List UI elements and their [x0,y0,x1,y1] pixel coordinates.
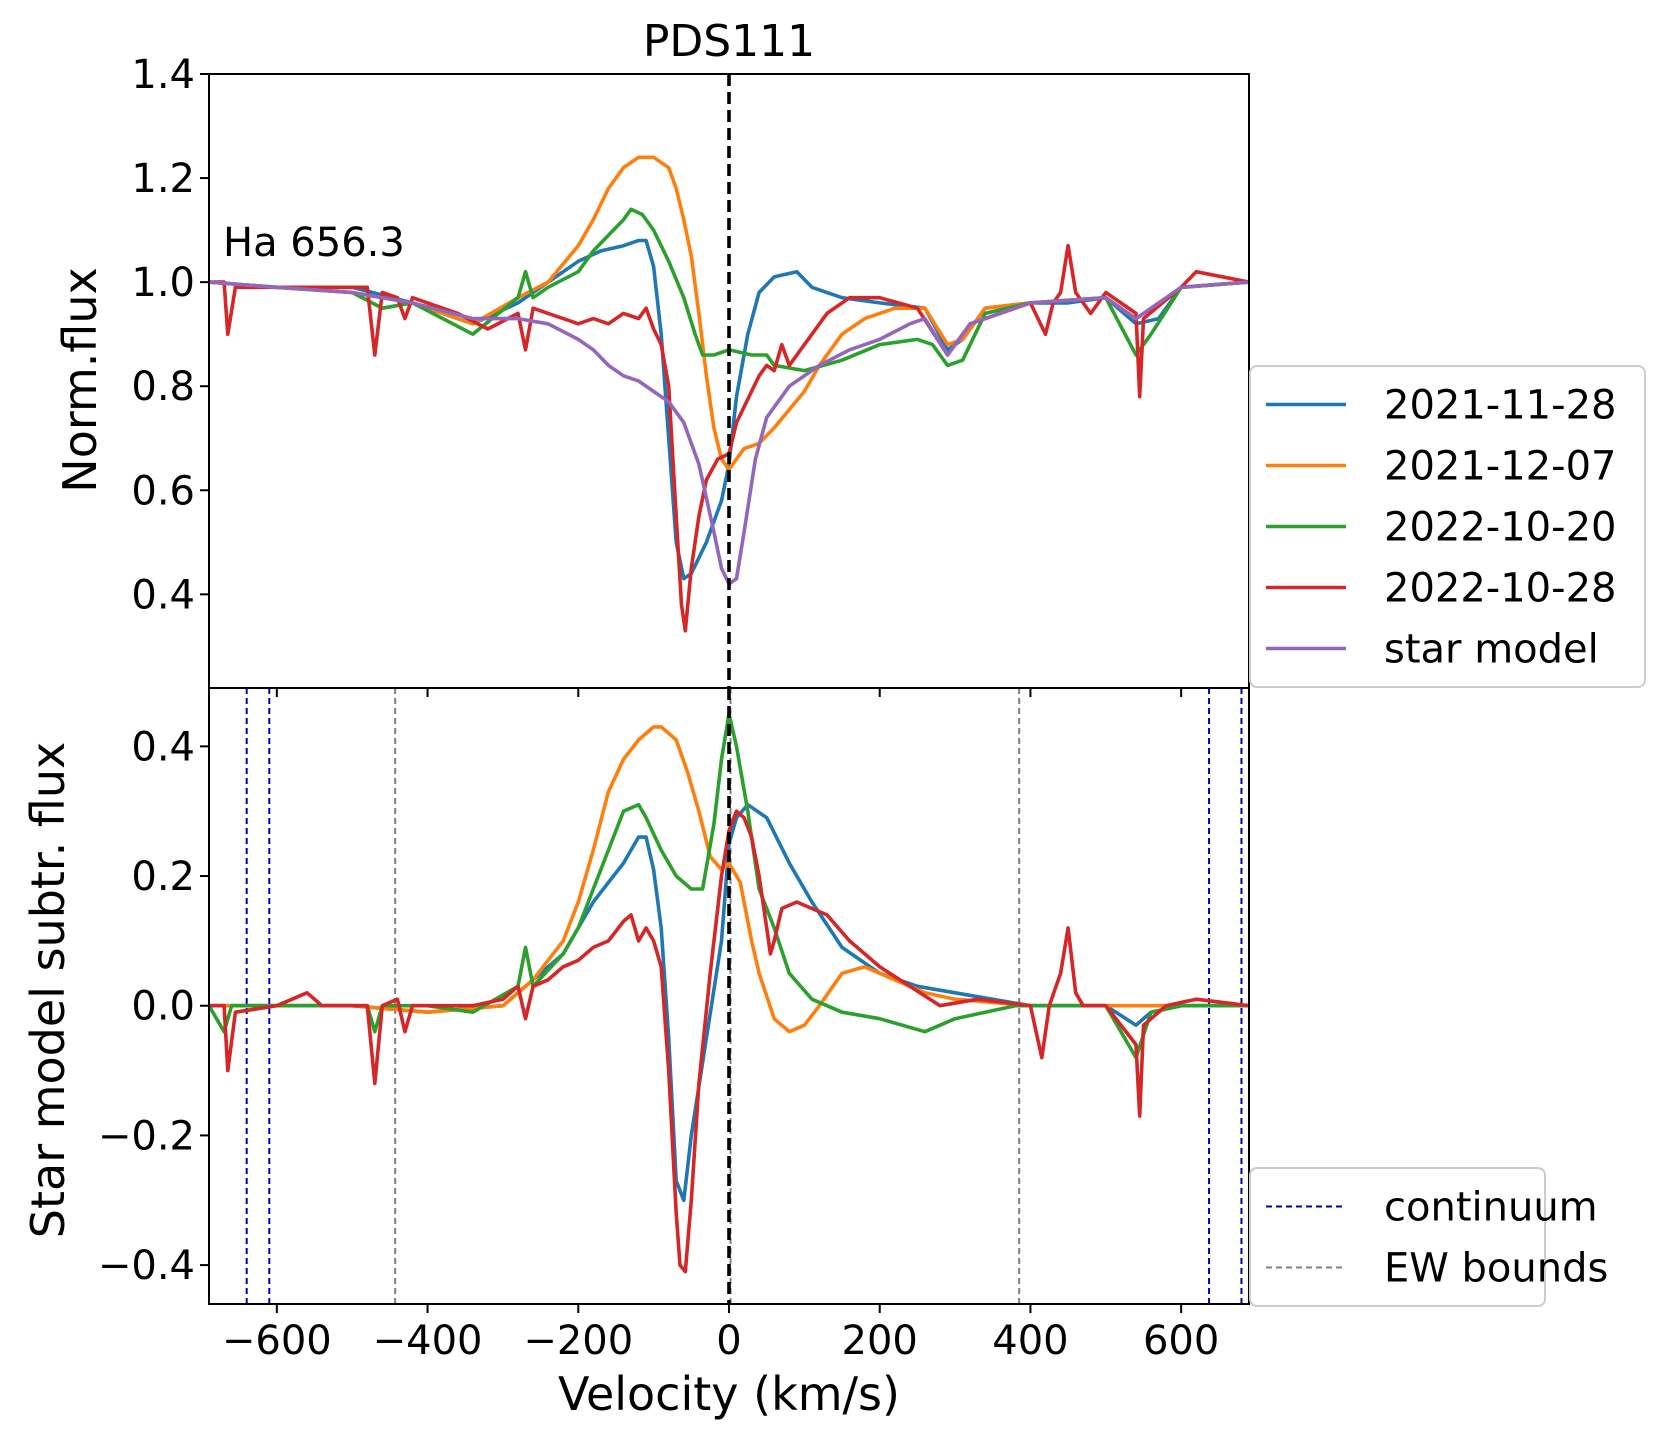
legend-bottom: continuum EW bounds [1249,1167,1608,1307]
chart-title: PDS111 [643,16,815,67]
x-tick-label: −200 [523,1318,633,1364]
y-tick-label: 1.2 [131,156,195,202]
legend-label: continuum [1384,1185,1598,1231]
legend-label: star model [1384,627,1599,673]
series-2022-10-28-line [209,809,1249,1274]
line-annotation: Ha 656.3 [223,220,405,266]
y-tick-label: 1.0 [131,260,195,306]
y-tick-label: 0.0 [131,984,195,1030]
y-tick-label: 0.2 [131,854,195,900]
x-tick-label: 0 [716,1318,741,1364]
x-tick-label: −600 [222,1318,332,1364]
y-tick-label: 0.6 [131,468,195,514]
y-tick-label: 0.4 [131,724,195,770]
top-panel: 0.4 0.6 0.8 1.0 1.2 1.4 Norm.flux [53,52,1250,697]
legend-label: 2021-12-07 [1384,444,1616,490]
bottom-panel-ticks: −0.4 −0.2 0.0 0.2 0.4 −600 −400 −200 0 200 400 600 [98,724,1219,1364]
legend-top: 2021-11-28 2021-12-07 2022-10-20 2022-10-28… [1249,365,1646,688]
legend-label: EW bounds [1384,1246,1608,1292]
x-tick-label: 200 [842,1318,918,1364]
top-panel-ticks: 0.4 0.6 0.8 1.0 1.2 1.4 [131,52,1183,697]
series-2021-12-07-line [209,725,1249,1034]
series-star-model-line [209,280,1249,586]
bottom-panel: −0.4−0.20.00.20.4−600 −400 −200 0 200 400 600 … [21,687,1250,1364]
bottom-y-axis-label: Star model subtr. flux [21,742,75,1238]
y-tick-label: −0.4 [98,1243,195,1289]
series-2022-10-28-line [209,243,1249,633]
x-tick-label: 600 [1143,1318,1219,1364]
legend-label: 2022-10-20 [1384,505,1616,551]
top-y-axis-label: Norm.flux [53,267,107,492]
legend-label: 2021-11-28 [1384,383,1616,429]
x-axis-label: Velocity (km/s) [558,1367,900,1421]
x-tick-label: 400 [992,1318,1068,1364]
y-tick-label: −0.2 [98,1113,195,1159]
series-2022-10-20-line [209,207,1249,373]
legend-frame [1249,1167,1546,1307]
legend-label: 2022-10-28 [1384,566,1616,612]
y-tick-label: 0.4 [131,572,195,618]
y-tick-label: 0.8 [131,364,195,410]
y-tick-label: 1.4 [131,52,195,98]
legend-frame [1249,365,1646,688]
bottom-panel-plot-area [208,687,1250,1305]
x-tick-label: −400 [373,1318,483,1364]
